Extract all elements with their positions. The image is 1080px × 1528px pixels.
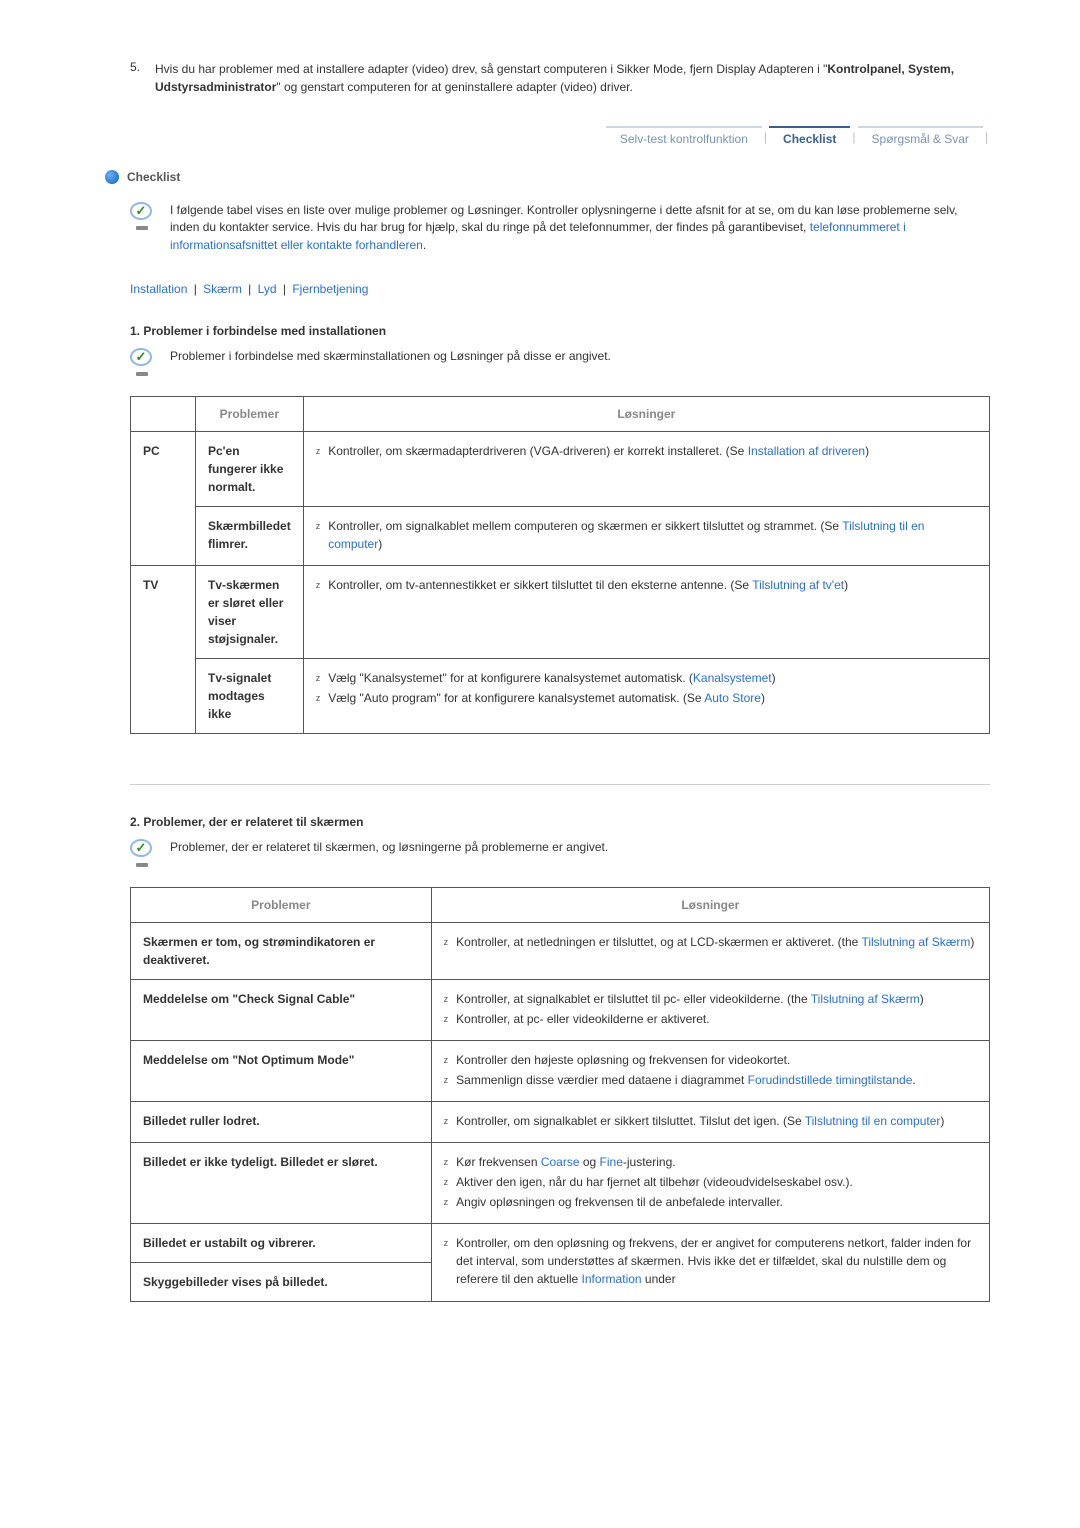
- link-timing[interactable]: Forudindstillede timingtilstande: [748, 1073, 913, 1087]
- item-number: 5.: [130, 60, 155, 96]
- sol-cell: zKør frekvensen Coarse og Fine-justering…: [431, 1143, 989, 1224]
- checkmark-icon: ✓: [130, 839, 158, 863]
- tab-qa[interactable]: Spørgsmål & Svar: [858, 126, 983, 150]
- subsection-2-intro-text: Problemer, der er relateret til skærmen,…: [170, 839, 608, 863]
- th-problems: Problemer: [196, 397, 304, 432]
- link-driver-install[interactable]: Installation af driveren: [748, 444, 865, 458]
- prob-unstable: Billedet er ustabilt og vibrerer.: [131, 1224, 432, 1263]
- prob-vertical-scroll: Billedet ruller lodret.: [131, 1102, 432, 1143]
- prob-flicker: Skærmbilledet flimrer.: [196, 507, 304, 566]
- category-nav: Installation | Skærm | Lyd | Fjernbetjen…: [130, 282, 990, 296]
- sol-cell: zKontroller, at signalkablet er tilslutt…: [431, 980, 989, 1041]
- sol-cell: zKontroller, om tv-antennestikket er sik…: [303, 566, 989, 659]
- bullet-icon: [105, 170, 119, 184]
- subsection-2-intro: ✓ Problemer, der er relateret til skærme…: [130, 839, 990, 863]
- checkmark-icon: ✓: [130, 202, 158, 226]
- tabs-row: Selv-test kontrolfunktion | Checklist | …: [130, 126, 990, 150]
- nav-installation[interactable]: Installation: [130, 282, 187, 296]
- sol-cell: zKontroller, om signalkablet mellem comp…: [303, 507, 989, 566]
- prob-blank: Skærmen er tom, og strømindikatoren er d…: [131, 923, 432, 980]
- sol-cell: zKontroller den højeste opløsning og fre…: [431, 1041, 989, 1102]
- nav-screen[interactable]: Skærm: [203, 282, 242, 296]
- sol-cell: zVælg "Kanalsystemet" for at konfigurere…: [303, 659, 989, 734]
- nav-sound[interactable]: Lyd: [258, 282, 277, 296]
- nav-remote[interactable]: Fjernbetjening: [292, 282, 368, 296]
- prob-pc-notworking: Pc'en fungerer ikke normalt.: [196, 432, 304, 507]
- th-solutions: Løsninger: [431, 888, 989, 923]
- sol-cell: zKontroller, om skærmadapterdriveren (VG…: [303, 432, 989, 507]
- checkmark-icon: ✓: [130, 348, 158, 372]
- numbered-instruction: 5. Hvis du har problemer med at installe…: [130, 60, 990, 96]
- link-fine[interactable]: Fine: [600, 1155, 623, 1169]
- sol-cell: zKontroller, om signalkablet er sikkert …: [431, 1102, 989, 1143]
- intro-block: ✓ I følgende tabel vises en liste over m…: [130, 202, 990, 254]
- link-connect-tv[interactable]: Tilslutning af tv'et: [752, 578, 844, 592]
- tab-separator: |: [850, 126, 857, 150]
- cat-pc: PC: [131, 432, 196, 566]
- prob-shadow: Skyggebilleder vises på billedet.: [131, 1263, 432, 1302]
- tab-selftest[interactable]: Selv-test kontrolfunktion: [606, 126, 762, 150]
- item-text: Hvis du har problemer med at installere …: [155, 60, 990, 96]
- th-category: [131, 397, 196, 432]
- link-coarse[interactable]: Coarse: [541, 1155, 580, 1169]
- link-information[interactable]: Information: [582, 1272, 642, 1286]
- prob-check-signal: Meddelelse om "Check Signal Cable": [131, 980, 432, 1041]
- subsection-1-intro: ✓ Problemer i forbindelse med skærminsta…: [130, 348, 990, 372]
- subsection-1-intro-text: Problemer i forbindelse med skærminstall…: [170, 348, 611, 372]
- link-auto-store[interactable]: Auto Store: [704, 691, 761, 705]
- link-channel-system[interactable]: Kanalsystemet: [693, 671, 772, 685]
- installation-problems-table: Problemer Løsninger PC Pc'en fungerer ik…: [130, 396, 990, 734]
- prob-not-optimum: Meddelelse om "Not Optimum Mode": [131, 1041, 432, 1102]
- section-divider: [130, 784, 990, 785]
- prob-tv-nosignal: Tv-signalet modtages ikke: [196, 659, 304, 734]
- link-connect-screen[interactable]: Tilslutning af Skærm: [861, 935, 970, 949]
- sol-cell: zKontroller, at netledningen er tilslutt…: [431, 923, 989, 980]
- prob-unclear: Billedet er ikke tydeligt. Billedet er s…: [131, 1143, 432, 1224]
- link-connect-screen[interactable]: Tilslutning af Skærm: [811, 992, 920, 1006]
- section-title: Checklist: [127, 170, 180, 184]
- th-solutions: Løsninger: [303, 397, 989, 432]
- tab-separator: |: [983, 126, 990, 150]
- th-problems: Problemer: [131, 888, 432, 923]
- link-connect-computer[interactable]: Tilslutning til en computer: [805, 1114, 941, 1128]
- subsection-1-title: 1. Problemer i forbindelse med installat…: [130, 324, 990, 338]
- sol-cell: zKontroller, om den opløsning og frekven…: [431, 1224, 989, 1302]
- intro-text: I følgende tabel vises en liste over mul…: [170, 202, 990, 254]
- section-header-checklist: Checklist: [105, 170, 990, 184]
- tab-separator: |: [762, 126, 769, 150]
- screen-problems-table: Problemer Løsninger Skærmen er tom, og s…: [130, 887, 990, 1302]
- subsection-2-title: 2. Problemer, der er relateret til skærm…: [130, 815, 990, 829]
- prob-tv-blur: Tv-skærmen er sløret eller viser støjsig…: [196, 566, 304, 659]
- tab-checklist[interactable]: Checklist: [769, 126, 850, 150]
- cat-tv: TV: [131, 566, 196, 734]
